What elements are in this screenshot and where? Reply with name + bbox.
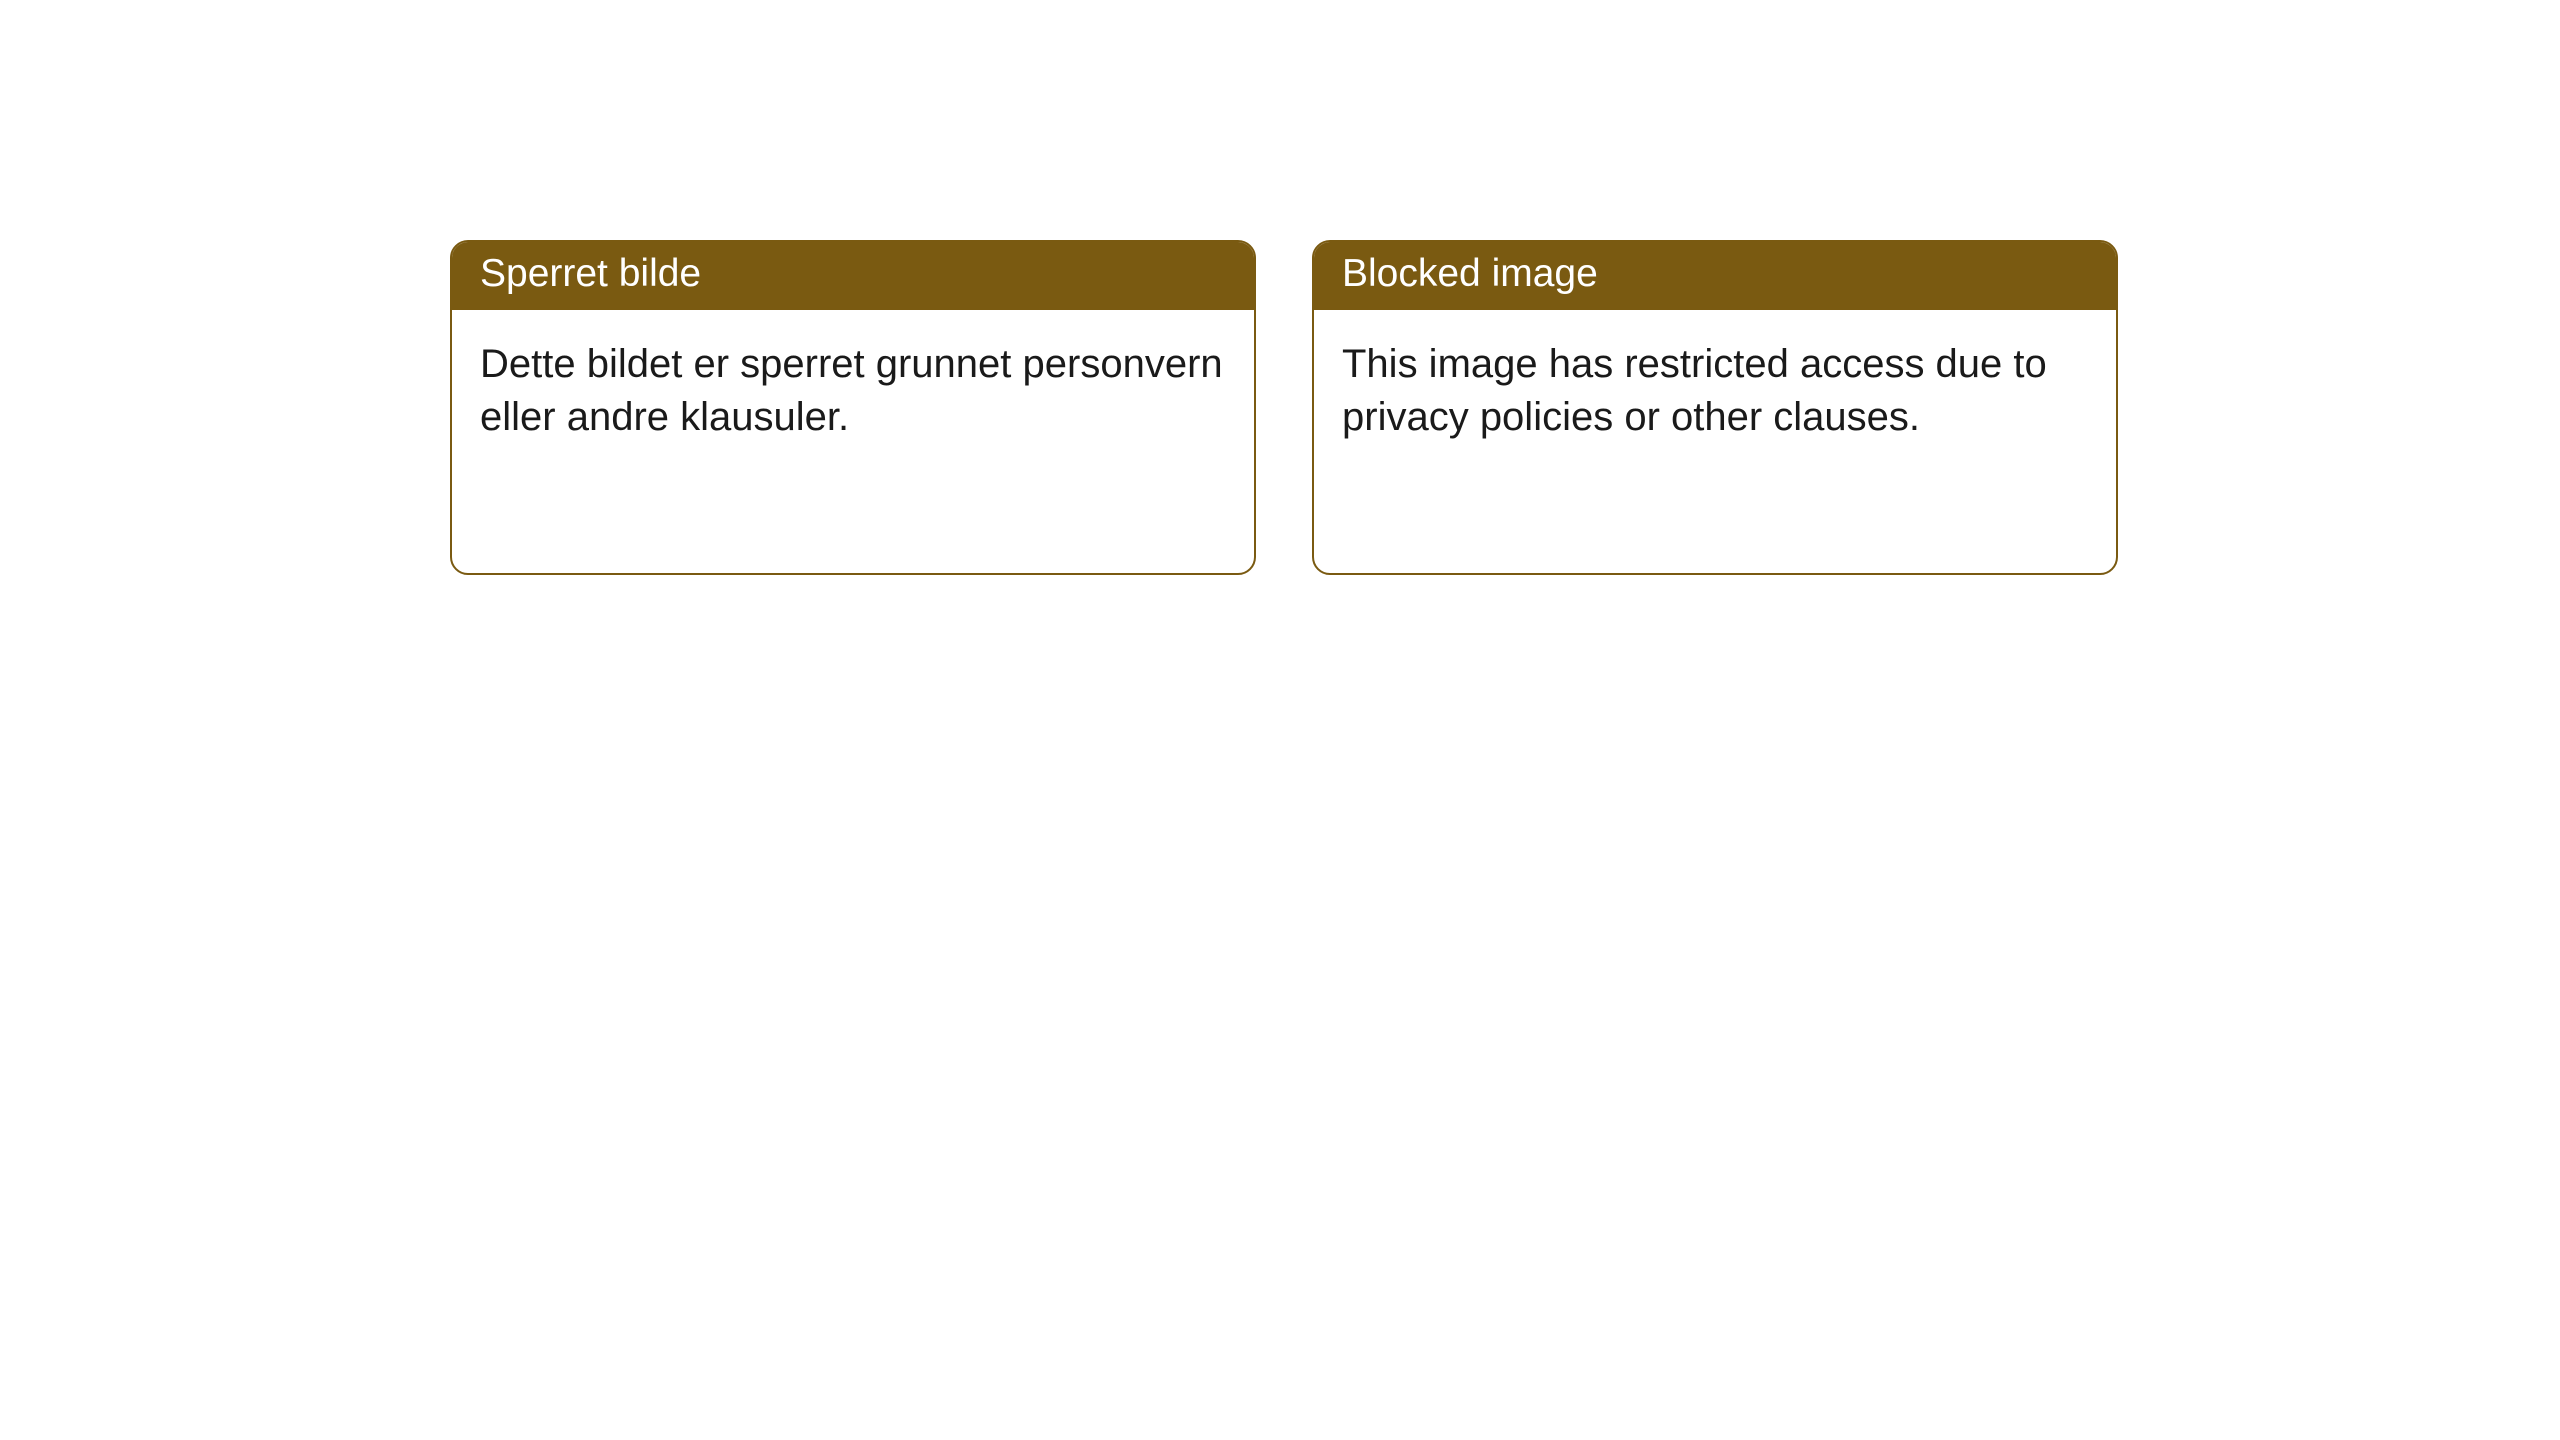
card-title-english: Blocked image — [1314, 242, 2116, 310]
blocked-image-card-english: Blocked image This image has restricted … — [1312, 240, 2118, 575]
card-body-norwegian: Dette bildet er sperret grunnet personve… — [452, 310, 1254, 472]
blocked-image-card-norwegian: Sperret bilde Dette bildet er sperret gr… — [450, 240, 1256, 575]
notice-container: Sperret bilde Dette bildet er sperret gr… — [0, 0, 2560, 575]
card-title-norwegian: Sperret bilde — [452, 242, 1254, 310]
card-body-english: This image has restricted access due to … — [1314, 310, 2116, 472]
